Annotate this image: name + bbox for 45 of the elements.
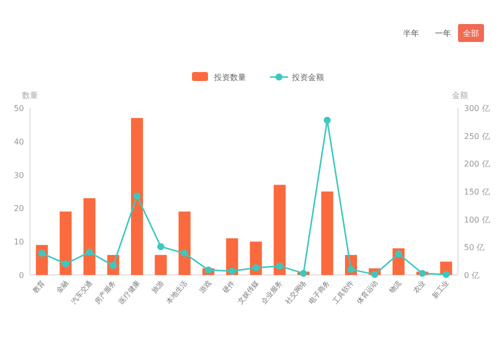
y-tick-label: 50	[14, 104, 24, 113]
point	[134, 192, 140, 200]
point	[181, 250, 188, 257]
bar	[154, 254, 167, 275]
point	[228, 268, 236, 275]
text: 一年	[435, 29, 451, 38]
point	[276, 262, 284, 270]
y2-tick-label: 300 亿	[464, 104, 490, 113]
bar	[83, 198, 96, 275]
bar	[226, 238, 238, 275]
y-tick-label: 40	[14, 137, 24, 146]
bar	[60, 212, 72, 275]
point	[418, 270, 426, 277]
y-tick-label: 10	[14, 238, 24, 247]
legend-label: 投资数量	[213, 73, 246, 82]
point	[371, 270, 378, 278]
y2-tick-label: 150 亿	[464, 188, 490, 196]
legend-label: 投资金额	[291, 73, 324, 82]
y2-tick-label: 50 亿	[464, 243, 485, 252]
point	[38, 250, 46, 257]
text: 全部	[463, 29, 479, 38]
y2-axis-title: 金额	[452, 91, 468, 100]
y2-tick-label: 100 亿	[464, 215, 490, 224]
y2-tick-label: 0 亿	[464, 271, 480, 280]
point	[395, 250, 402, 258]
point	[300, 270, 307, 277]
bar	[131, 118, 143, 275]
point	[348, 266, 354, 273]
bar	[178, 212, 191, 275]
y-tick-label: 30	[14, 170, 24, 180]
point	[442, 270, 450, 278]
y-tick-label: 0	[18, 271, 24, 280]
point	[252, 264, 260, 272]
point	[157, 243, 164, 250]
point	[204, 266, 212, 274]
bar	[321, 192, 334, 275]
y-tick-label: 20	[14, 204, 24, 214]
y-axis-title: 数量	[22, 91, 38, 100]
text: 半年	[403, 29, 419, 38]
point	[62, 260, 70, 268]
point	[324, 116, 331, 124]
bar	[274, 184, 286, 275]
point	[86, 248, 93, 256]
y2-tick-label: 250 亿	[464, 132, 490, 141]
y2-tick-label: 200 亿	[464, 160, 490, 169]
